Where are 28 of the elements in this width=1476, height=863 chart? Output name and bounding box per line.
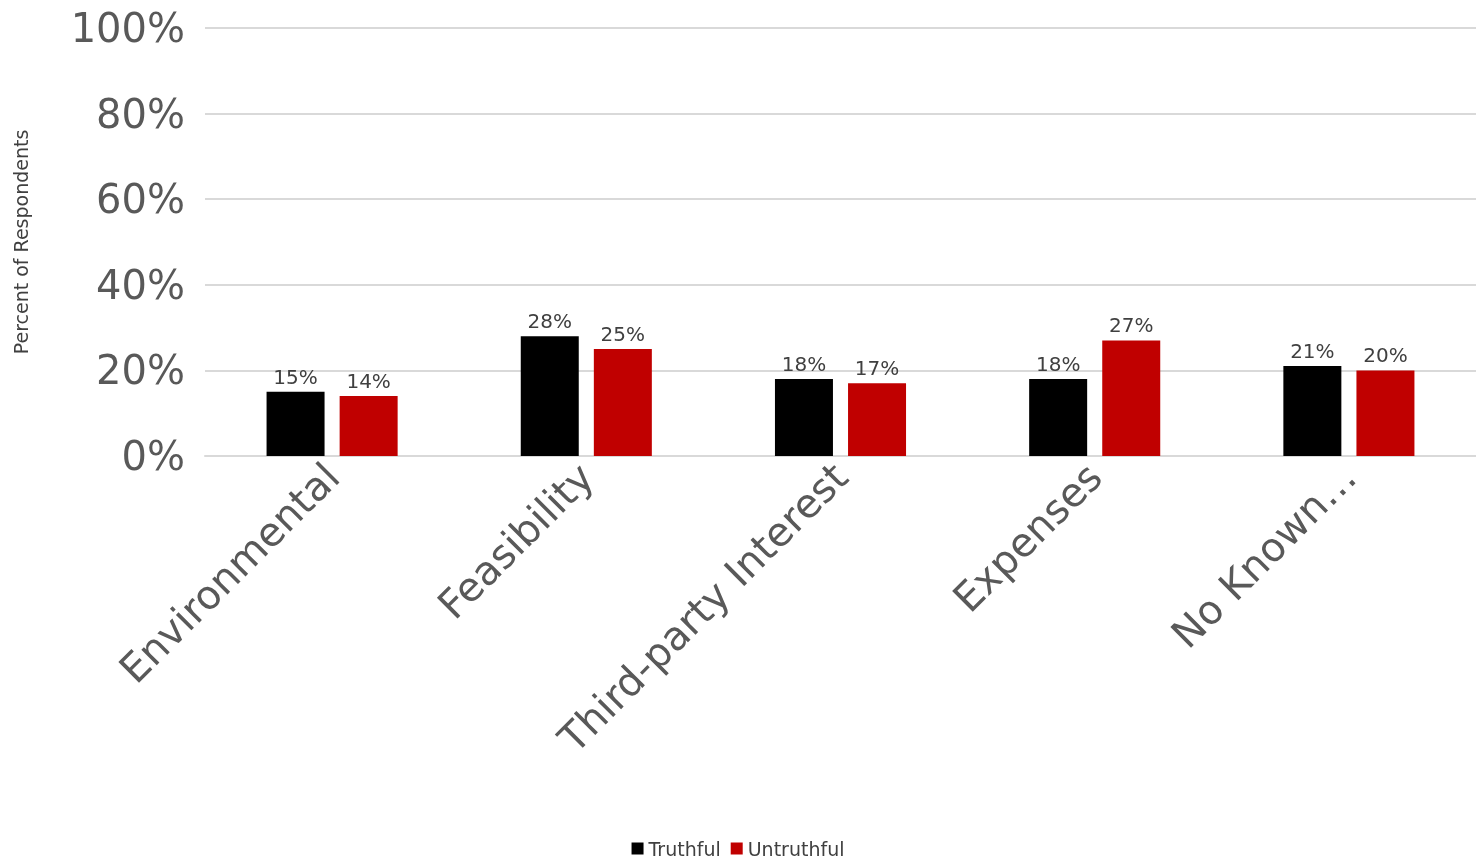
bar <box>1102 340 1161 456</box>
bar <box>266 391 325 456</box>
data-label: 17% <box>854 356 900 381</box>
y-tick-label: 80% <box>96 90 185 137</box>
bar <box>848 383 907 456</box>
bar <box>1356 370 1415 456</box>
bar <box>593 349 652 456</box>
data-label: 28% <box>527 309 572 334</box>
y-tick-label: 60% <box>96 176 185 223</box>
y-tick-label: 100% <box>70 5 185 51</box>
y-axis-title: Percent of Respondents <box>9 129 32 355</box>
data-label: 20% <box>1363 343 1408 368</box>
data-label: 25% <box>600 322 646 346</box>
data-label: 18% <box>1035 351 1081 376</box>
legend-label: Untruthful <box>747 837 845 860</box>
legend-label: Truthful <box>647 837 721 860</box>
data-label: 14% <box>346 369 391 394</box>
data-label: 21% <box>1290 339 1335 364</box>
data-label: 27% <box>1109 313 1154 338</box>
bar <box>1283 366 1342 456</box>
bar <box>1029 378 1088 456</box>
bar <box>339 396 398 456</box>
y-tick-label: 20% <box>96 347 185 394</box>
data-label: 15% <box>273 364 318 389</box>
y-tick-label: 40% <box>96 261 185 308</box>
bar <box>520 336 579 456</box>
data-label: 18% <box>781 351 827 376</box>
bar <box>774 378 833 456</box>
